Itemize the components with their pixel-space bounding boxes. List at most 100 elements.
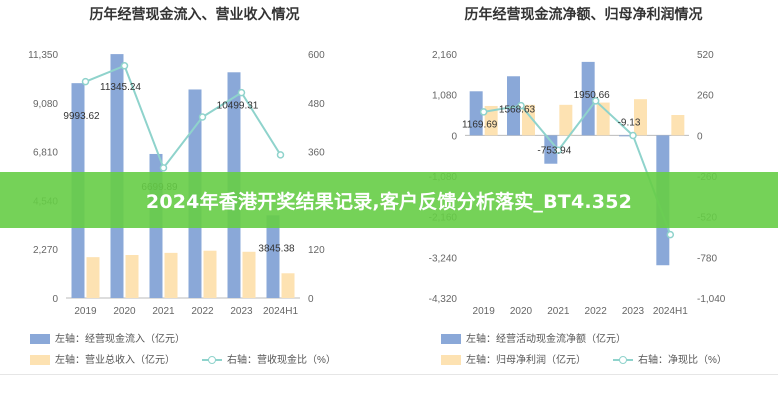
y-right-tick-label: 360 [308,148,325,159]
bar [86,257,100,298]
line-point [120,62,129,70]
y-right-tick-label: 260 [697,91,714,102]
y-left-tick-label: 2,270 [33,245,58,256]
legend-swatch [441,334,461,345]
x-tick-label: 2023 [230,306,253,317]
line-point [159,164,168,172]
x-tick-label: 2024H1 [263,306,298,317]
y-left-tick-label: -4,320 [429,294,458,305]
data-label: -753.94 [537,146,571,157]
line-point [666,230,675,239]
legend-swatch [613,355,633,365]
y-right-tick-label: 600 [308,50,325,61]
bar [164,252,178,298]
x-tick-label: 2019 [74,306,97,317]
legend-label: 左轴：经营现金流入（亿元） [55,334,185,345]
legend-item: 左轴：营业总收入（亿元） [30,351,175,366]
y-left-tick-label: 0 [52,294,58,305]
legend-left: 左轴：经营现金流入（亿元） 左轴：营业总收入（亿元） 右轴：营收现金比（%） [30,330,380,370]
data-label: 10499.31 [217,100,259,111]
line-point [554,146,563,154]
y-left-tick-label: 1,080 [432,91,457,102]
x-tick-label: 2022 [585,306,608,317]
bottom-divider [0,374,778,375]
chart-title: 历年经营现金流入、营业收入情况 [89,6,300,22]
line-point [591,97,600,105]
bar [619,135,632,137]
x-tick-label: 2021 [547,306,570,317]
bar [281,273,295,298]
y-left-tick-label: 6,810 [33,148,58,159]
legend-label: 右轴：净现比（%） [638,355,727,366]
y-right-tick-label: 120 [308,245,325,256]
chart-title: 历年经营现金流净额、归母净利润情况 [464,6,703,22]
legend-label: 左轴：营业总收入（亿元） [55,355,175,366]
legend-item: 右轴：营收现金比（%） [202,351,336,366]
line-point [276,151,285,159]
line-point [237,88,246,97]
x-tick-label: 2020 [113,306,136,317]
bar [469,91,483,136]
bar [484,105,498,136]
bar [544,135,558,164]
y-left-tick-label: 2,160 [432,50,457,61]
x-tick-label: 2020 [510,306,533,317]
headline-text: 2024年香港开奖结果记录,客户反馈分析落实_BT4.352 [145,190,633,213]
line-point [517,101,525,110]
data-label: 11345.24 [100,82,141,93]
bar [242,251,256,298]
y-left-tick-label: 0 [451,131,457,142]
bar [125,255,139,298]
line-point [198,113,207,121]
y-right-tick-label: 520 [697,50,714,61]
legend-swatch [441,355,461,366]
headline-banner: 2024年香港开奖结果记录,客户反馈分析落实_BT4.352 [0,172,778,228]
y-right-tick-label: 0 [697,131,703,142]
bar [671,115,685,136]
y-right-tick-label: 0 [308,294,314,305]
data-label: 1568.63 [499,104,536,115]
x-tick-label: 2022 [191,306,214,317]
data-label: -9.13 [618,118,641,129]
legend-label: 左轴：归母净利润（亿元） [466,355,586,366]
bar [203,250,217,298]
bar [559,104,573,136]
x-tick-label: 2019 [473,306,496,317]
y-left-tick-label: 9,080 [33,99,58,110]
bar [581,61,595,136]
bar [522,104,535,136]
x-tick-label: 2021 [152,306,175,317]
x-tick-label: 2023 [622,306,645,317]
y-left-tick-label: 11,350 [28,50,58,61]
y-right-tick-label: 480 [308,99,325,110]
line-point [629,131,637,140]
legend-swatch [30,355,50,366]
line-series [85,64,282,170]
legend-item: 左轴：经营现金流入（亿元） [30,330,185,345]
legend-item: 左轴：归母净利润（亿元） [441,351,586,366]
chart-panel-right: 历年经营现金流净额、归母净利润情况 -4,320-3,240-2,160-1,0… [389,0,778,400]
legend-swatch [202,355,222,365]
bar [266,215,280,298]
legend-right: 左轴：经营活动现金流净额（亿元） 左轴：归母净利润（亿元） 右轴：净现比（%） [441,330,771,370]
y-right-tick-label: -780 [697,253,717,264]
line-series [483,99,672,236]
legend-label: 右轴：营收现金比（%） [227,355,336,366]
data-label: 9993.62 [63,111,100,122]
legend-item: 右轴：净现比（%） [613,351,727,366]
line-point [479,108,488,116]
x-tick-label: 2024H1 [653,306,688,317]
y-right-tick-label: -1,040 [697,294,726,305]
data-label: 1950.66 [574,90,611,101]
legend-item: 左轴：经营活动现金流净额（亿元） [441,330,626,345]
chart-canvas-right: -4,320-3,240-2,160-1,08001,0802,160-1,04… [429,50,726,317]
legend-swatch [30,334,50,345]
bar [634,99,647,136]
y-left-tick-label: -3,240 [429,253,458,264]
bar [507,76,520,136]
chart-canvas-left: 02,2704,5406,8109,08011,3500120240360480… [28,50,325,317]
legend-label: 左轴：经营活动现金流净额（亿元） [466,334,626,345]
line-point [81,77,90,86]
data-label: 3845.38 [258,243,295,254]
data-label: 1169.69 [462,119,498,130]
